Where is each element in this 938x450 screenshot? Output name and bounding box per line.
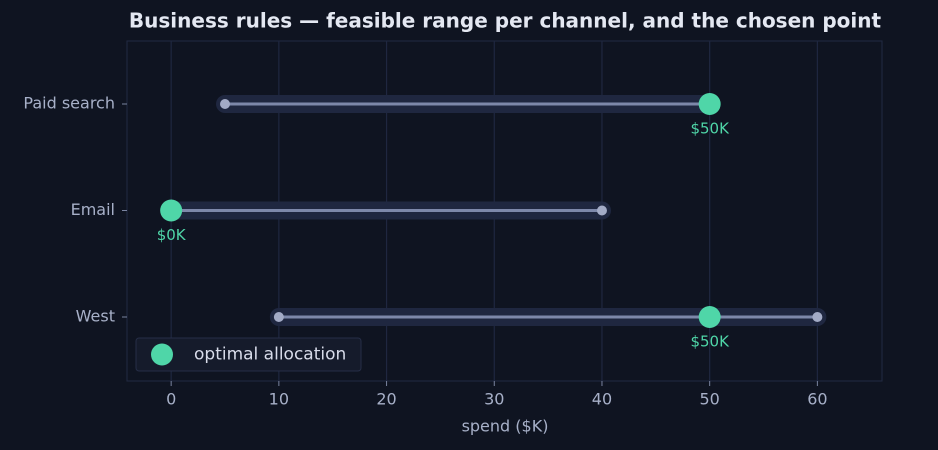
range-high <box>812 312 823 322</box>
x-tick-label: 10 <box>269 390 289 409</box>
legend-box <box>135 337 362 372</box>
data-label: $50K <box>690 120 730 138</box>
range-low <box>273 312 284 322</box>
y-tick-label: Email <box>71 200 115 219</box>
x-tick-label: 0 <box>166 390 176 409</box>
y-tick-label: West <box>76 307 115 326</box>
range-high <box>596 205 607 216</box>
y-tick-label: Paid search <box>23 94 115 113</box>
legend-label: optimal allocation <box>194 345 346 365</box>
optimal-point <box>698 306 721 328</box>
x-tick-label: 30 <box>484 390 504 409</box>
range-low <box>220 99 231 109</box>
chart-title: Business rules — feasible range per chan… <box>129 9 882 33</box>
optimal-point <box>160 199 183 222</box>
x-axis-label: spend ($K) <box>462 417 549 436</box>
x-tick-label: 50 <box>699 390 719 409</box>
data-label: $50K <box>690 333 730 351</box>
optimal-point <box>698 93 721 115</box>
x-tick-label: 20 <box>376 390 396 409</box>
x-tick-label: 60 <box>807 390 827 409</box>
legend-marker <box>151 343 173 366</box>
data-label: $0K <box>157 226 187 244</box>
x-tick-label: 40 <box>592 390 612 409</box>
